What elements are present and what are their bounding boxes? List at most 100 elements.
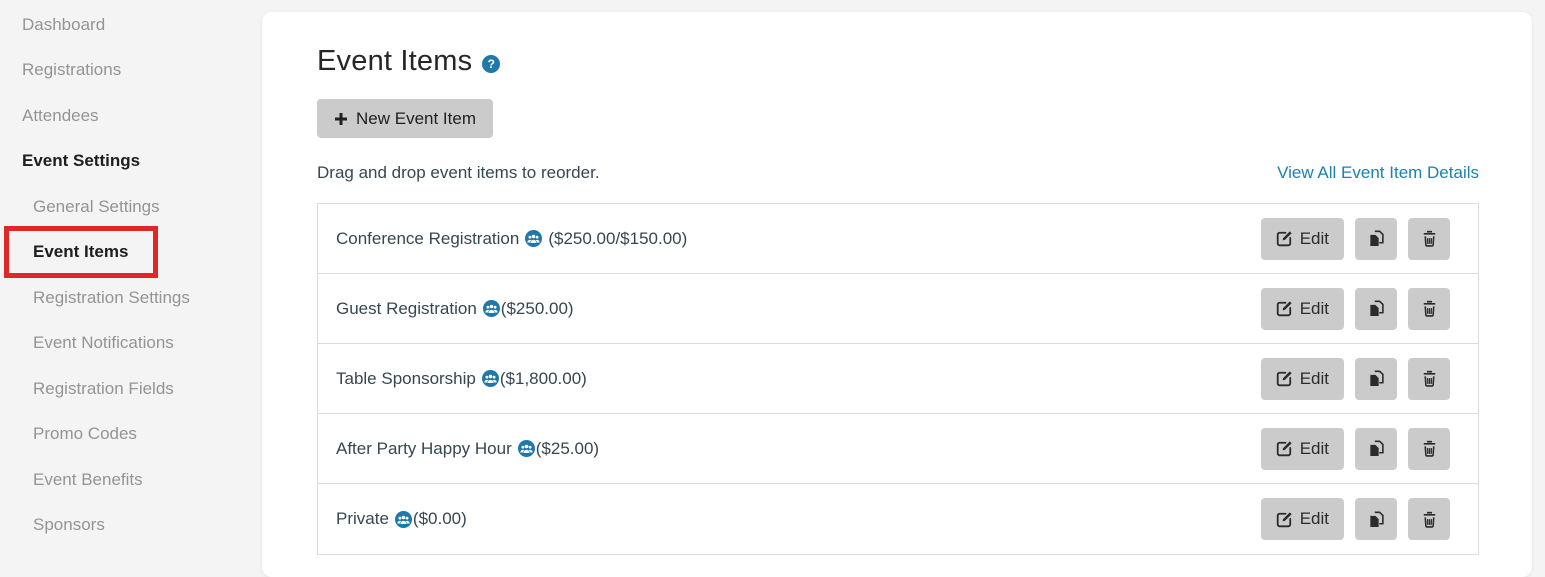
trash-icon [1421, 370, 1438, 387]
row-actions: Edit [1260, 498, 1450, 540]
copy-button[interactable] [1355, 498, 1397, 540]
edit-button[interactable]: Edit [1260, 217, 1344, 260]
sidebar-item-event-benefits[interactable]: Event Benefits [0, 457, 262, 503]
sidebar-item-label: Event Settings [22, 151, 141, 171]
edit-button[interactable]: Edit [1260, 427, 1344, 470]
help-icon[interactable]: ? [482, 54, 501, 73]
edit-icon [1276, 300, 1293, 317]
edit-button-label: Edit [1299, 509, 1329, 528]
trash-icon [1421, 511, 1438, 528]
copy-button[interactable] [1355, 357, 1397, 400]
sidebar-item-sponsors[interactable]: Sponsors [0, 503, 262, 549]
sidebar-item-registration-fields[interactable]: Registration Fields [0, 366, 262, 412]
sidebar-item-event-settings[interactable]: Event Settings [0, 139, 262, 185]
event-item-label: Guest Registration ($250.00) [336, 299, 574, 319]
sidebar-item-label: Attendees [22, 105, 99, 125]
copy-button[interactable] [1355, 217, 1397, 260]
drag-hint-text: Drag and drop event items to reorder. [317, 163, 600, 182]
view-all-details-link[interactable]: View All Event Item Details [1277, 163, 1479, 182]
row-actions: Edit [1260, 217, 1450, 260]
sidebar-item-label: Dashboard [22, 14, 106, 34]
event-item-name: Conference Registration [336, 228, 520, 248]
sidebar-item-promo-codes[interactable]: Promo Codes [0, 412, 262, 458]
table-row-private[interactable]: Private ($0.00) Edit [318, 484, 1478, 554]
row-actions: Edit [1260, 427, 1450, 470]
event-item-label: Table Sponsorship ($1,800.00) [336, 369, 587, 389]
users-group-icon [394, 510, 412, 528]
edit-icon [1276, 511, 1293, 528]
sidebar-item-registrations[interactable]: Registrations [0, 48, 262, 94]
users-group-icon [517, 440, 535, 457]
delete-button[interactable] [1408, 357, 1450, 400]
copy-icon [1368, 300, 1385, 317]
sidebar-item-label: Event Notifications [33, 333, 174, 353]
sidebar-item-label: Promo Codes [33, 424, 137, 444]
event-item-name: After Party Happy Hour [336, 438, 512, 458]
sidebar-item-label: Registration Settings [33, 287, 190, 307]
users-group-icon [525, 230, 543, 247]
sidebar-item-label: General Settings [33, 196, 160, 216]
trash-icon [1421, 440, 1438, 457]
delete-button[interactable] [1408, 287, 1450, 330]
edit-button-label: Edit [1299, 368, 1329, 388]
sidebar-item-event-notifications[interactable]: Event Notifications [0, 321, 262, 367]
edit-icon [1276, 440, 1293, 457]
sidebar-item-dashboard[interactable]: Dashboard [0, 2, 262, 48]
sidebar-item-attendees[interactable]: Attendees [0, 93, 262, 139]
event-item-name: Private [336, 509, 389, 528]
event-item-label: Private ($0.00) [336, 509, 467, 529]
event-item-name: Table Sponsorship [336, 368, 476, 388]
sidebar-item-label: Registrations [22, 60, 122, 80]
sidebar-item-registration-settings[interactable]: Registration Settings [0, 275, 262, 321]
sidebar-item-event-items[interactable]: Event Items [0, 226, 262, 279]
main-card: Event Items ? New Event Item Drag and dr… [262, 12, 1532, 577]
trash-icon [1421, 300, 1438, 317]
event-item-label: After Party Happy Hour ($25.00) [336, 439, 599, 459]
page-title: Event Items [317, 45, 473, 77]
event-item-name: Guest Registration [336, 298, 477, 318]
edit-icon [1276, 230, 1293, 247]
table-row-conference-registration[interactable]: Conference Registration ($250.00/$150.00)… [318, 204, 1478, 274]
sidebar-item-label: Registration Fields [33, 378, 174, 398]
edit-button-label: Edit [1299, 228, 1329, 248]
table-row-guest-registration[interactable]: Guest Registration ($250.00) Edit [318, 274, 1478, 344]
edit-button[interactable]: Edit [1260, 357, 1344, 400]
event-item-price: ($1,800.00) [499, 368, 587, 388]
event-item-price: ($250.00) [500, 298, 574, 318]
copy-icon [1368, 510, 1385, 528]
event-items-table: Conference Registration ($250.00/$150.00)… [317, 203, 1479, 555]
row-actions: Edit [1260, 287, 1450, 330]
delete-button[interactable] [1408, 217, 1450, 260]
plus-icon [334, 112, 348, 126]
event-item-price: ($250.00/$150.00) [548, 228, 688, 248]
edit-button[interactable]: Edit [1260, 498, 1344, 540]
delete-button[interactable] [1408, 427, 1450, 470]
edit-button[interactable]: Edit [1260, 287, 1344, 330]
users-group-icon [482, 300, 500, 317]
new-event-item-label: New Event Item [356, 108, 476, 128]
event-item-price: ($0.00) [412, 509, 467, 528]
new-event-item-button[interactable]: New Event Item [317, 99, 493, 138]
sidebar-item-label: Event Benefits [33, 469, 143, 489]
edit-button-label: Edit [1299, 298, 1329, 318]
title-row: Event Items ? [317, 45, 1479, 78]
copy-icon [1368, 230, 1385, 247]
event-item-price: ($25.00) [535, 438, 600, 458]
delete-button[interactable] [1408, 498, 1450, 540]
sidebar: Dashboard Registrations Attendees Event Set… [0, 0, 262, 577]
info-row: Drag and drop event items to reorder. Vi… [317, 163, 1479, 183]
edit-icon [1276, 370, 1293, 387]
row-actions: Edit [1260, 357, 1450, 400]
copy-button[interactable] [1355, 287, 1397, 330]
copy-icon [1368, 440, 1385, 457]
sidebar-item-general-settings[interactable]: General Settings [0, 184, 262, 230]
table-row-after-party-happy-hour[interactable]: After Party Happy Hour ($25.00) Edit [318, 414, 1478, 484]
event-item-label: Conference Registration ($250.00/$150.00) [336, 229, 687, 249]
copy-icon [1368, 370, 1385, 387]
users-group-icon [481, 370, 499, 387]
copy-button[interactable] [1355, 427, 1397, 470]
table-row-table-sponsorship[interactable]: Table Sponsorship ($1,800.00) Edit [318, 344, 1478, 414]
trash-icon [1421, 230, 1438, 247]
edit-button-label: Edit [1299, 438, 1329, 458]
sidebar-item-label: Sponsors [33, 515, 105, 535]
